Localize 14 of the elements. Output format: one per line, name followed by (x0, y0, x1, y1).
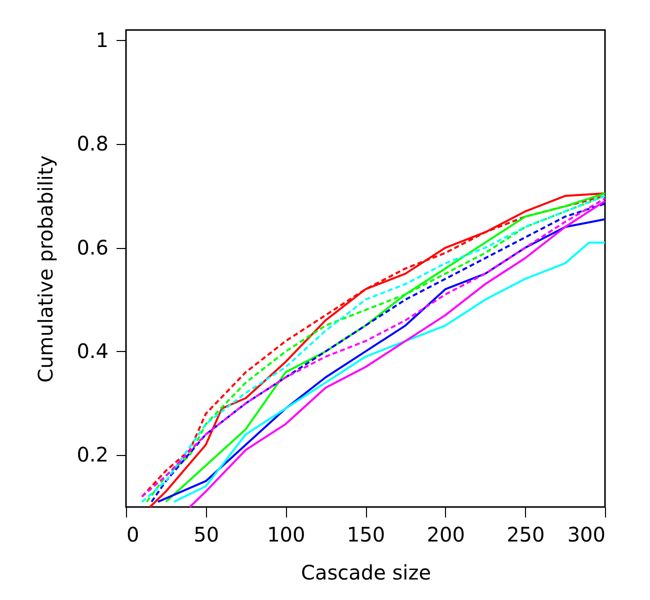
x-tick-label: 300 (567, 522, 606, 546)
x-tick-label: 0 (126, 522, 140, 546)
x-tick-label: 150 (346, 522, 386, 546)
y-tick-label: 0.2 (76, 442, 108, 467)
x-tick-label: 100 (267, 522, 306, 546)
y-tick-label: 0.4 (76, 338, 108, 363)
y-tick-label: 0.8 (76, 132, 108, 156)
y-tick-label: 0.6 (76, 235, 108, 260)
x-tick-label: 250 (506, 522, 545, 546)
x-tick-label: 200 (426, 522, 465, 546)
x-axis-title: Cascade size (300, 560, 432, 584)
y-axis-title: Cumulative probability (34, 155, 58, 383)
x-tick-label: 50 (194, 522, 220, 546)
y-tick-label: 1 (96, 28, 108, 52)
